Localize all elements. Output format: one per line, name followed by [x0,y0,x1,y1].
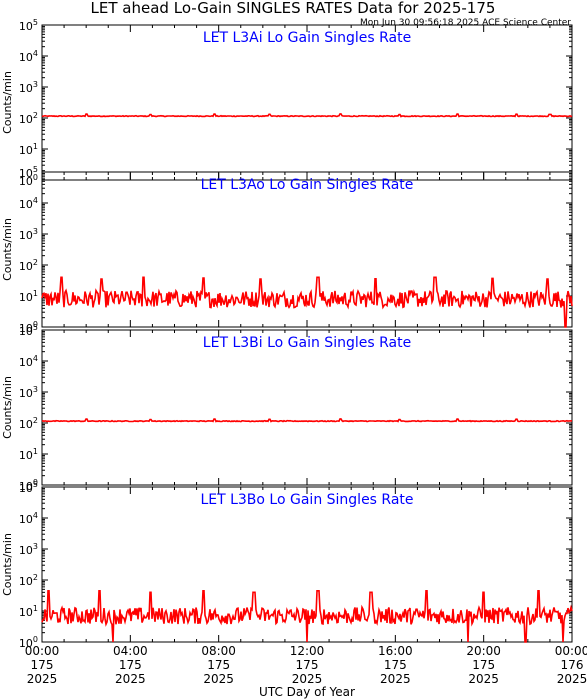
panel-title: LET L3Bi Lo Gain Singles Rate [203,335,411,351]
x-tick-year: 2025 [203,672,234,686]
x-tick-day: 175 [207,658,230,672]
y-tick-label: 101 [19,142,38,157]
panel-title: LET L3Ao Lo Gain Singles Rate [201,177,414,193]
y-axis-label: Counts/min [1,218,14,281]
x-tick-day: 176 [561,658,584,672]
x-tick-day: 175 [31,658,54,672]
y-tick-label: 102 [19,416,38,431]
panel-title: LET L3Ai Lo Gain Singles Rate [203,30,411,46]
timestamp: Mon Jun 30 09:56:18 2025 ACE Science Cen… [360,18,571,28]
y-tick-label: 103 [19,385,38,400]
y-tick-label: 102 [19,111,38,126]
y-tick-label: 104 [19,511,38,526]
x-tick-day: 175 [384,658,407,672]
x-tick-year: 2025 [292,672,323,686]
y-tick-label: 102 [19,573,38,588]
x-tick-time: 12:00 [290,644,325,658]
y-tick-label: 101 [19,604,38,619]
x-tick-time: 00:00 [555,644,587,658]
y-axis-label: Counts/min [1,533,14,596]
x-tick-year: 2025 [468,672,499,686]
panel-2: 100 101 102 103 104 105 Counts/min LET L3Ao Lo … [1,165,573,335]
panel-frame [41,329,573,486]
y-tick-label: 104 [19,49,38,64]
x-tick-year: 2025 [27,672,58,686]
x-tick-time: 08:00 [201,644,236,658]
panel-title: LET L3Bo Lo Gain Singles Rate [200,492,413,508]
panels: 100 101 102 103 104 105 Counts/min LET L3Ai Lo … [1,18,573,650]
series-line [41,418,573,423]
y-tick-label: 105 [19,323,38,338]
x-tick-day: 175 [472,658,495,672]
x-tick-year: 2025 [115,672,146,686]
series-line [41,276,573,328]
y-tick-label: 101 [19,289,38,304]
x-tick-day: 175 [119,658,142,672]
x-tick-time: 00:00 [25,644,60,658]
y-tick-label: 105 [19,480,38,495]
x-tick-day: 175 [296,658,319,672]
y-tick-label: 103 [19,80,38,95]
x-axis-label: UTC Day of Year [259,685,355,699]
y-axis-label: Counts/min [1,71,14,134]
y-tick-label: 100 [19,173,38,188]
panel-4: 100 101 102 103 104 105 Counts/min LET L3Bo Lo … [1,480,573,650]
figure-title: LET ahead Lo-Gain SINGLES RATES Data for… [91,0,496,17]
y-tick-label: 103 [19,542,38,557]
x-tick-time: 20:00 [466,644,501,658]
series-line [41,113,573,118]
y-tick-label: 100 [19,478,38,493]
y-axis-label: Counts/min [1,376,14,439]
y-tick-label: 100 [19,635,38,650]
y-tick-label: 104 [19,354,38,369]
y-tick-label: 104 [19,196,38,211]
y-tick-label: 103 [19,227,38,242]
y-tick-label: 105 [19,18,38,33]
series-line [41,589,573,643]
x-tick-time: 04:00 [113,644,148,658]
y-tick-label: 102 [19,258,38,273]
x-axis: 00:00175202504:00175202508:00175202512:0… [25,644,587,686]
y-tick-label: 101 [19,447,38,462]
y-tick-label: 100 [19,320,38,335]
x-tick-time: 16:00 [378,644,413,658]
x-tick-year: 2025 [557,672,587,686]
panel-3: 100 101 102 103 104 105 Counts/min LET L3Bi Lo … [1,323,573,493]
x-tick-year: 2025 [380,672,411,686]
panel-1: 100 101 102 103 104 105 Counts/min LET L3Ai Lo … [1,18,573,188]
panel-frame [41,24,573,181]
y-tick-label: 105 [19,165,38,180]
